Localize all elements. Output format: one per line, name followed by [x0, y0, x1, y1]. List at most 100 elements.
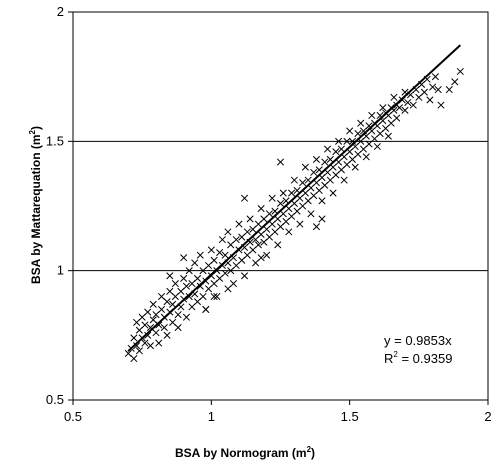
- data-point: [133, 342, 141, 350]
- y-axis-label: BSA by Mattarequation (m2): [28, 126, 43, 284]
- x-tick-label: 1: [208, 409, 215, 424]
- data-point: [163, 331, 171, 339]
- data-point: [420, 88, 428, 96]
- data-point: [141, 321, 149, 329]
- data-point: [185, 267, 193, 275]
- data-point: [163, 298, 171, 306]
- data-point: [243, 228, 251, 236]
- data-point: [312, 223, 321, 231]
- data-point: [224, 228, 232, 236]
- data-point: [282, 217, 290, 226]
- data-point: [382, 124, 390, 132]
- data-point: [354, 150, 362, 158]
- data-point: [437, 101, 445, 109]
- data-point: [337, 145, 345, 153]
- data-point: [429, 83, 437, 91]
- data-point: [387, 119, 395, 127]
- data-point: [415, 93, 423, 101]
- data-point: [426, 96, 434, 104]
- data-point: [337, 166, 345, 174]
- data-point: [188, 303, 196, 311]
- data-point: [210, 280, 218, 288]
- data-point: [310, 192, 318, 200]
- data-point: [177, 287, 185, 295]
- data-point: [130, 334, 138, 342]
- data-point: [180, 274, 188, 282]
- data-point: [357, 119, 365, 127]
- data-point: [130, 355, 138, 363]
- data-point: [193, 298, 202, 306]
- data-point: [335, 137, 343, 145]
- data-point: [246, 215, 254, 223]
- data-point: [252, 236, 260, 244]
- data-point: [445, 86, 453, 94]
- data-point: [249, 225, 257, 233]
- y-tick-label: 2: [57, 4, 64, 19]
- data-point: [196, 251, 204, 259]
- data-point: [135, 326, 143, 334]
- data-point: [268, 220, 276, 228]
- data-point: [185, 292, 193, 301]
- data-point: [271, 228, 279, 236]
- data-point: [124, 349, 132, 357]
- data-point: [321, 158, 329, 166]
- data-point: [174, 324, 182, 332]
- data-point: [318, 197, 326, 205]
- data-point: [210, 292, 218, 301]
- data-point: [238, 256, 246, 264]
- data-point: [390, 93, 398, 101]
- data-point: [351, 163, 359, 171]
- data-point: [240, 272, 249, 280]
- x-axis-label: BSA by Normogram (m2): [175, 445, 315, 460]
- data-point: [354, 130, 362, 138]
- data-point: [359, 145, 368, 153]
- data-points: [124, 67, 464, 363]
- data-point: [263, 225, 271, 233]
- data-point: [276, 223, 285, 231]
- data-point: [312, 155, 321, 163]
- data-point: [224, 285, 232, 293]
- data-point: [232, 236, 240, 244]
- data-point: [404, 98, 412, 107]
- data-point: [252, 259, 260, 267]
- data-point: [285, 205, 293, 213]
- data-point: [166, 287, 174, 295]
- data-point: [138, 313, 146, 321]
- data-point: [257, 205, 265, 213]
- data-point: [218, 236, 226, 244]
- data-point: [254, 241, 262, 249]
- data-point: [180, 254, 188, 262]
- data-point: [227, 241, 235, 249]
- gridlines: [73, 140, 488, 272]
- data-point: [149, 300, 157, 308]
- data-point: [348, 155, 356, 163]
- data-point: [182, 313, 190, 321]
- data-point: [152, 329, 160, 337]
- data-point: [310, 168, 318, 176]
- data-point: [329, 189, 337, 197]
- data-point: [276, 199, 285, 207]
- data-point: [166, 272, 174, 280]
- data-point: [279, 189, 287, 197]
- x-tick-label: 2: [484, 409, 491, 424]
- data-point: [229, 280, 238, 288]
- data-point: [257, 254, 265, 262]
- plot-area-frame: [72, 11, 489, 401]
- data-point: [265, 233, 273, 241]
- data-point: [332, 148, 340, 156]
- data-point: [299, 179, 307, 187]
- data-point: [288, 189, 296, 197]
- data-point: [174, 311, 182, 319]
- data-point: [346, 127, 354, 135]
- data-point: [343, 137, 351, 145]
- data-point: [155, 321, 163, 329]
- data-point: [326, 176, 334, 184]
- data-point: [169, 300, 177, 308]
- data-point: [268, 194, 276, 202]
- data-point: [135, 347, 143, 355]
- y-tick-label: 1: [57, 263, 64, 278]
- y-tick-label: 1.5: [46, 133, 64, 148]
- data-point: [307, 210, 315, 218]
- data-point: [260, 238, 268, 246]
